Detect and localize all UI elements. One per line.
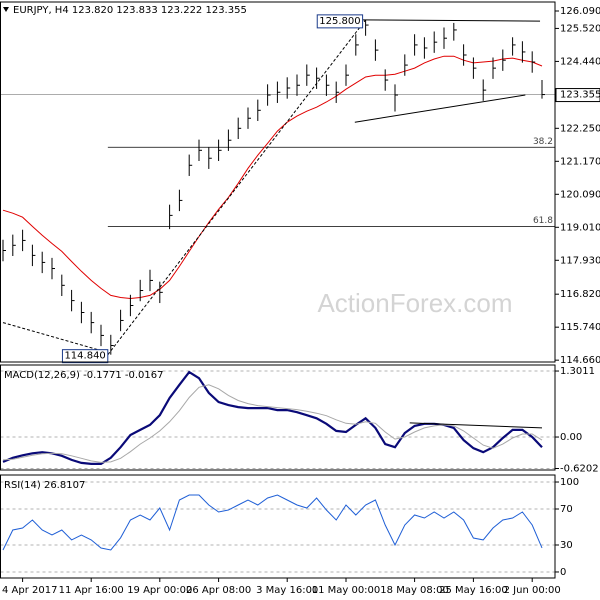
y-tick-label: 125.520: [560, 23, 600, 34]
annotation-box: [61, 349, 109, 364]
y-tick-label: 121.170: [560, 156, 600, 167]
trendline: [409, 422, 543, 429]
y-tick-label: 117.930: [560, 255, 600, 266]
y-tick-label: 0.00: [560, 432, 582, 443]
y-tick-label: 114.660: [560, 355, 600, 366]
x-tick-label: 26 Apr 08:00: [186, 585, 251, 596]
panel-title: MACD(12,26,9) -0.1771 -0.0167: [4, 370, 164, 381]
x-tick-label: 11 May 00:00: [312, 585, 381, 596]
x-tick-label: 3 May 16:00: [256, 585, 318, 596]
rsi-line: [2, 494, 543, 551]
annotation-box: [316, 14, 364, 29]
y-tick-label: 1.3011: [560, 366, 595, 377]
trendline: [359, 19, 541, 22]
x-tick-label: 18 May 08:00: [380, 585, 449, 596]
last-price-box: [555, 88, 600, 103]
y-tick-label: 116.820: [560, 289, 600, 300]
trendline: [107, 19, 366, 355]
macd-line: [2, 384, 543, 463]
y-tick-label: 120.090: [560, 189, 600, 200]
moving-average: [2, 55, 543, 300]
watermark: ActionForex.com: [317, 288, 512, 318]
price-annotation: 114.840: [64, 351, 105, 362]
x-tick-label: 2 Jun 00:00: [504, 585, 561, 596]
panel-frame: [0, 474, 556, 579]
chart-title: EURJPY, H4 123.820 123.833 123.222 123.3…: [13, 5, 247, 16]
menu-arrow: [3, 7, 9, 12]
fib-label: 61.8: [533, 216, 553, 226]
y-tick-label: 30: [560, 540, 573, 551]
y-tick-label: 124.440: [560, 56, 600, 67]
y-tick-label: 119.010: [560, 222, 600, 233]
panel-title: RSI(14) 26.8107: [4, 480, 85, 491]
panel-frame: [0, 364, 556, 471]
y-tick-label: 70: [560, 504, 573, 515]
y-tick-label: 122.250: [560, 123, 600, 134]
y-tick-label: 115.740: [560, 322, 600, 333]
x-tick-label: 11 Apr 16:00: [59, 585, 124, 596]
fib-label: 38.2: [533, 137, 553, 147]
trendline: [2, 322, 108, 354]
y-tick-label: 0: [560, 567, 566, 578]
y-tick-label: -0.6202: [560, 463, 599, 474]
y-tick-label: 126.090: [560, 6, 600, 17]
x-tick-label: 4 Apr 2017: [2, 585, 57, 596]
y-tick-label: 100: [560, 477, 579, 488]
x-tick-label: 19 Apr 00:00: [127, 585, 192, 596]
x-tick-label: 25 May 16:00: [439, 585, 508, 596]
last-price-label: 123.355: [560, 90, 600, 101]
panel-frame: [0, 1, 556, 363]
trendline: [354, 94, 526, 123]
macd-line: [2, 370, 543, 465]
price-annotation: 125.800: [319, 16, 360, 27]
